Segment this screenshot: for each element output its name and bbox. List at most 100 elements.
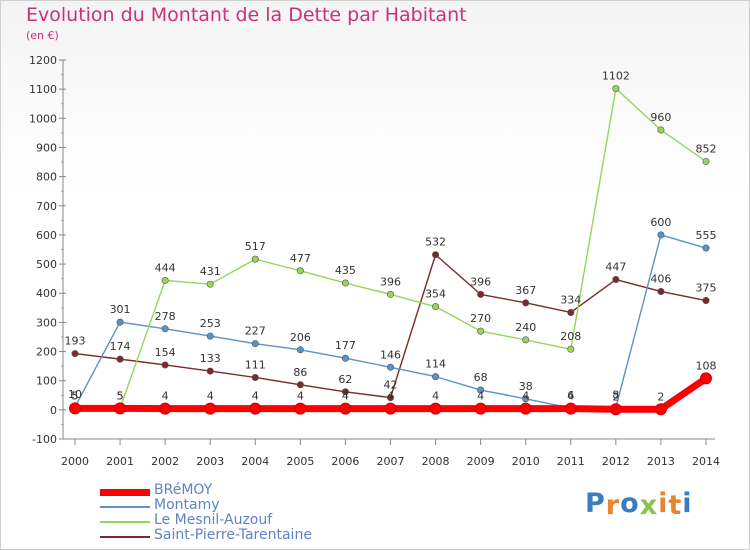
data-label: 396: [470, 275, 491, 288]
x-tick-label: 2005: [286, 455, 314, 468]
y-tick-label: 700: [36, 200, 57, 213]
data-point: [339, 402, 352, 415]
x-tick-label: 2006: [331, 455, 359, 468]
data-point: [612, 85, 620, 93]
data-point: [296, 346, 304, 354]
data-point: [161, 276, 169, 284]
data-point: [71, 350, 79, 358]
data-point: [432, 303, 440, 311]
data-label: 5: [72, 389, 79, 402]
data-label: 2: [612, 390, 619, 403]
data-label: 4: [432, 390, 439, 403]
legend-label: Le Mesnil-Auzouf: [154, 512, 273, 528]
data-label: 68: [474, 371, 488, 384]
data-point: [251, 340, 259, 348]
data-label: 4: [252, 390, 259, 403]
y-tick-label: 1100: [29, 83, 57, 96]
data-point: [384, 402, 397, 415]
data-label: 555: [696, 229, 717, 242]
data-point: [161, 325, 169, 333]
x-tick-label: 2007: [377, 455, 405, 468]
data-label: 4: [162, 390, 169, 403]
data-label: 278: [155, 310, 176, 323]
y-tick-label: 1200: [29, 54, 57, 67]
data-point: [522, 395, 530, 403]
data-label: 111: [245, 358, 266, 371]
proxiti-logo: Proxiti: [585, 488, 693, 521]
data-point: [522, 299, 530, 307]
data-point: [702, 157, 710, 165]
x-tick-label: 2003: [196, 455, 224, 468]
data-point: [206, 332, 214, 340]
data-point: [657, 126, 665, 134]
data-label: 146: [380, 348, 401, 361]
data-label: 108: [696, 359, 717, 372]
data-label: 253: [200, 317, 221, 330]
data-point: [296, 267, 304, 275]
data-label: 4: [567, 390, 574, 403]
data-point: [386, 363, 394, 371]
x-tick-label: 2009: [467, 455, 495, 468]
data-point: [567, 345, 575, 353]
y-tick-label: 400: [36, 287, 57, 300]
legend-item: Saint-Pierre-Tarentaine: [100, 527, 360, 544]
data-point: [116, 318, 124, 326]
y-tick-label: 800: [36, 171, 57, 184]
data-point: [612, 276, 620, 284]
data-label: 435: [335, 264, 356, 277]
data-label: 444: [155, 261, 176, 274]
data-label: 4: [522, 390, 529, 403]
y-tick-label: 600: [36, 229, 57, 242]
y-tick-label: 0: [50, 404, 57, 417]
legend-item: BRéMOY: [100, 482, 360, 499]
data-label: 2: [657, 390, 664, 403]
data-point: [294, 402, 307, 415]
data-point: [477, 290, 485, 298]
y-tick-label: 1000: [29, 112, 57, 125]
data-point: [116, 355, 124, 363]
legend-label: BRéMOY: [154, 482, 213, 498]
legend-label: Montamy: [154, 497, 220, 513]
data-label: 367: [515, 284, 536, 297]
data-label: 5: [117, 389, 124, 402]
legend-label: Saint-Pierre-Tarentaine: [154, 527, 312, 543]
data-label: 177: [335, 339, 356, 352]
x-tick-label: 2004: [241, 455, 269, 468]
data-point: [341, 279, 349, 287]
data-point: [341, 354, 349, 362]
y-tick-label: 200: [36, 346, 57, 359]
data-point: [522, 336, 530, 344]
data-point: [609, 403, 622, 416]
data-point: [567, 308, 575, 316]
data-label: 227: [245, 325, 266, 338]
data-label: 6: [567, 389, 574, 402]
data-point: [432, 373, 440, 381]
data-point: [114, 402, 127, 415]
data-label: 960: [650, 111, 671, 124]
data-label: 193: [65, 335, 86, 348]
data-label: 396: [380, 275, 401, 288]
x-tick-label: 2013: [647, 455, 675, 468]
data-label: 270: [470, 312, 491, 325]
data-point: [251, 373, 259, 381]
data-point: [249, 402, 262, 415]
data-label: 154: [155, 346, 176, 359]
data-label: 334: [560, 293, 581, 306]
data-label: 4: [207, 390, 214, 403]
y-tick-label: 300: [36, 316, 57, 329]
data-label: 38: [519, 380, 533, 393]
data-label: 447: [605, 261, 626, 274]
legend-swatch: [100, 506, 150, 508]
logo-letter: i: [658, 488, 669, 519]
x-tick-label: 2012: [602, 455, 630, 468]
data-point: [519, 402, 532, 415]
data-point: [702, 297, 710, 305]
legend-item: Le Mesnil-Auzouf: [100, 512, 360, 529]
data-label: 431: [200, 265, 221, 278]
data-label: 206: [290, 331, 311, 344]
y-tick-label: 500: [36, 258, 57, 271]
y-tick-label: 100: [36, 375, 57, 388]
legend-item: Montamy: [100, 497, 360, 514]
data-label: 5: [117, 389, 124, 402]
